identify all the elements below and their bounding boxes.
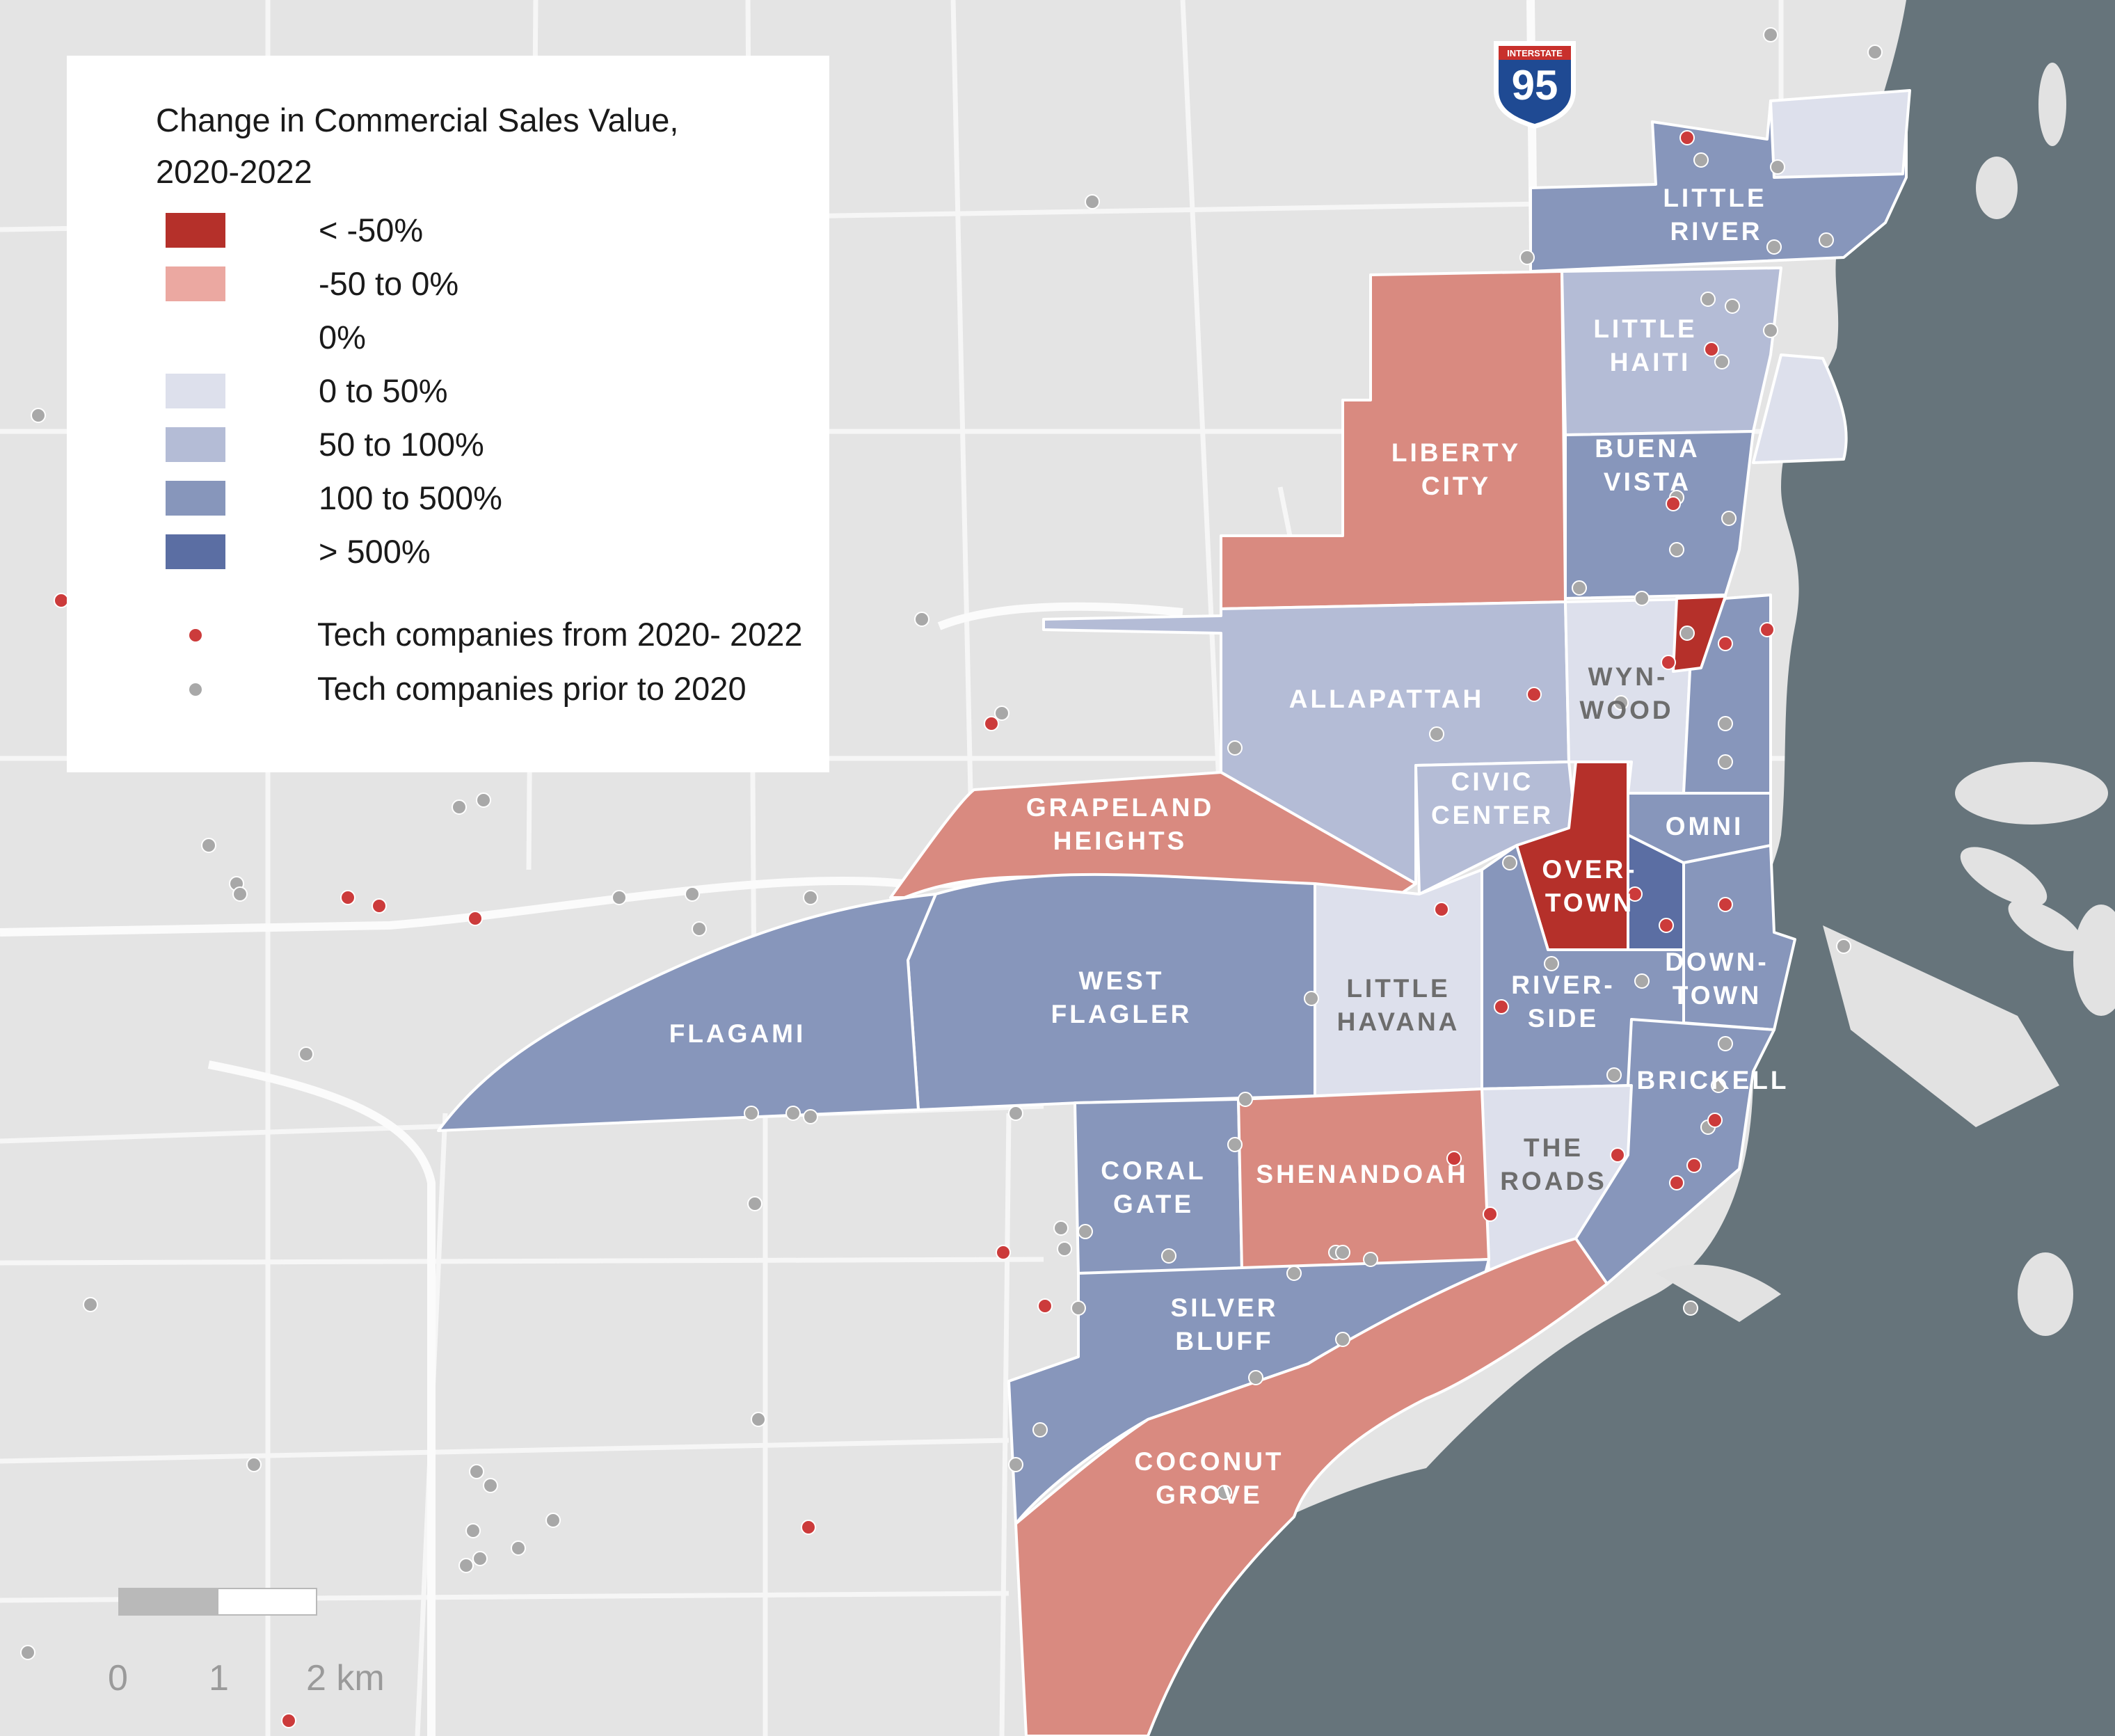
- coconut-grove-area[interactable]: [1014, 1237, 1609, 1736]
- grey-dot-icon: [189, 683, 202, 696]
- label-coconut-grove: COCONUT GROVE: [1134, 1447, 1284, 1509]
- legend-title-line2: 2020-2022: [156, 153, 312, 190]
- label-little-havana: LITTLE HAVANA: [1337, 974, 1460, 1036]
- legend-label: 0 to 50%: [319, 372, 448, 409]
- label-buena-vista: BUENA VISTA: [1595, 434, 1700, 496]
- legend-title: Change in Commercial Sales Value, 2020-2…: [156, 95, 782, 198]
- scale-bar: [118, 1588, 317, 1616]
- label-shenandoah: SHENANDOAH: [1256, 1160, 1468, 1188]
- legend-swatch: [166, 320, 225, 355]
- scale-segment-2: [218, 1588, 317, 1616]
- label-omni: OMNI: [1666, 812, 1744, 841]
- label-liberty-city: LIBERTY CITY: [1391, 438, 1521, 500]
- legend-label: < -50%: [319, 212, 424, 248]
- legend-label: 50 to 100%: [319, 426, 484, 463]
- wynwood-red-block[interactable]: [1672, 595, 1727, 673]
- label-wynwood: WYN-WOOD: [1579, 662, 1673, 724]
- tech-points-2020-2022: [54, 130, 1775, 1728]
- legend-label: > 500%: [319, 533, 431, 570]
- label-silver-bluff: SILVER BLUFF: [1171, 1293, 1279, 1355]
- legend-swatch: [166, 534, 225, 569]
- label-downtown: DOWN-TOWN: [1665, 948, 1769, 1010]
- little-river-north-area[interactable]: [1769, 89, 1911, 179]
- islands: [1656, 63, 2115, 1336]
- label-civic-center: CIVIC CENTER: [1431, 767, 1554, 829]
- map-legend: Change in Commercial Sales Value, 2020-2…: [67, 56, 829, 772]
- label-riverside: RIVER-SIDE: [1511, 971, 1615, 1033]
- tech-points-prior: [20, 27, 1883, 1660]
- legend-swatch: [166, 427, 225, 462]
- label-grapeland-heights: GRAPELAND HEIGHTS: [1026, 793, 1214, 855]
- legend-swatch: [166, 213, 225, 248]
- label-brickell: BRICKELL: [1636, 1066, 1789, 1094]
- label-flagami: FLAGAMI: [669, 1019, 806, 1048]
- label-little-river: LITTLE RIVER: [1663, 184, 1766, 246]
- interstate-95-shield-icon: INTERSTATE 95: [1494, 41, 1576, 129]
- legend-swatch: [166, 374, 225, 408]
- flagami-area[interactable]: [437, 893, 937, 1132]
- shield-top-text: INTERSTATE: [1507, 48, 1563, 58]
- legend-label: Tech companies from 2020- 2022: [317, 616, 803, 653]
- red-dot-icon: [189, 629, 202, 642]
- label-little-haiti: LITTLE HAITI: [1593, 314, 1697, 376]
- legend-label: -50 to 0%: [319, 265, 459, 302]
- legend-label: 0%: [319, 319, 366, 356]
- shield-number: 95: [1512, 62, 1558, 109]
- biscayne-bay: [1148, 0, 2115, 1736]
- legend-label: 100 to 500%: [319, 479, 502, 516]
- label-allapattah: ALLAPATTAH: [1289, 685, 1484, 713]
- neighborhood-labels: LITTLE RIVER LITTLE HAITI LIBERTY CITY BUEN…: [669, 184, 1789, 1509]
- label-coral-gate: CORAL GATE: [1101, 1156, 1206, 1218]
- label-west-flagler: WEST FLAGLER: [1051, 966, 1192, 1028]
- legend-label: Tech companies prior to 2020: [317, 670, 747, 707]
- scale-segment-1: [118, 1588, 218, 1616]
- little-haiti-east-area[interactable]: [1752, 353, 1848, 464]
- label-overtown: OVER-TOWN: [1542, 855, 1637, 917]
- legend-swatch: [166, 266, 225, 301]
- scale-tick-1: 1: [209, 1658, 229, 1698]
- scale-tick-0: 0: [108, 1658, 128, 1698]
- scale-tick-2: 2 km: [306, 1658, 385, 1698]
- coral-gate-area[interactable]: [1074, 1098, 1243, 1275]
- legend-swatch: [166, 481, 225, 516]
- label-the-roads: THE ROADS: [1500, 1133, 1607, 1195]
- legend-title-line1: Change in Commercial Sales Value,: [156, 102, 679, 138]
- buena-vista-area[interactable]: [1564, 430, 1755, 600]
